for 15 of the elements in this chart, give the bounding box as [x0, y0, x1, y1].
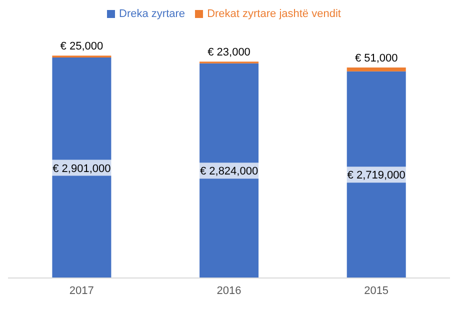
bar: [346, 67, 406, 72]
data-label: € 2,824,000: [200, 166, 258, 178]
data-label: € 2,901,000: [52, 162, 111, 175]
legend-label: Drekat zyrtare jashtë vendit: [207, 8, 341, 20]
x-tick-label: 2015: [364, 284, 389, 297]
bar: [200, 63, 259, 278]
bar: [52, 58, 112, 278]
data-label: € 25,000: [60, 40, 104, 53]
x-tick-label: 2016: [216, 284, 242, 297]
bar: [346, 71, 406, 278]
data-label: € 2,719,000: [347, 170, 406, 182]
legend-label: Dreka zyrtare: [119, 8, 186, 20]
x-tick-label: 2017: [69, 284, 94, 297]
data-label: € 23,000: [208, 46, 250, 59]
data-label: € 51,000: [354, 52, 398, 64]
